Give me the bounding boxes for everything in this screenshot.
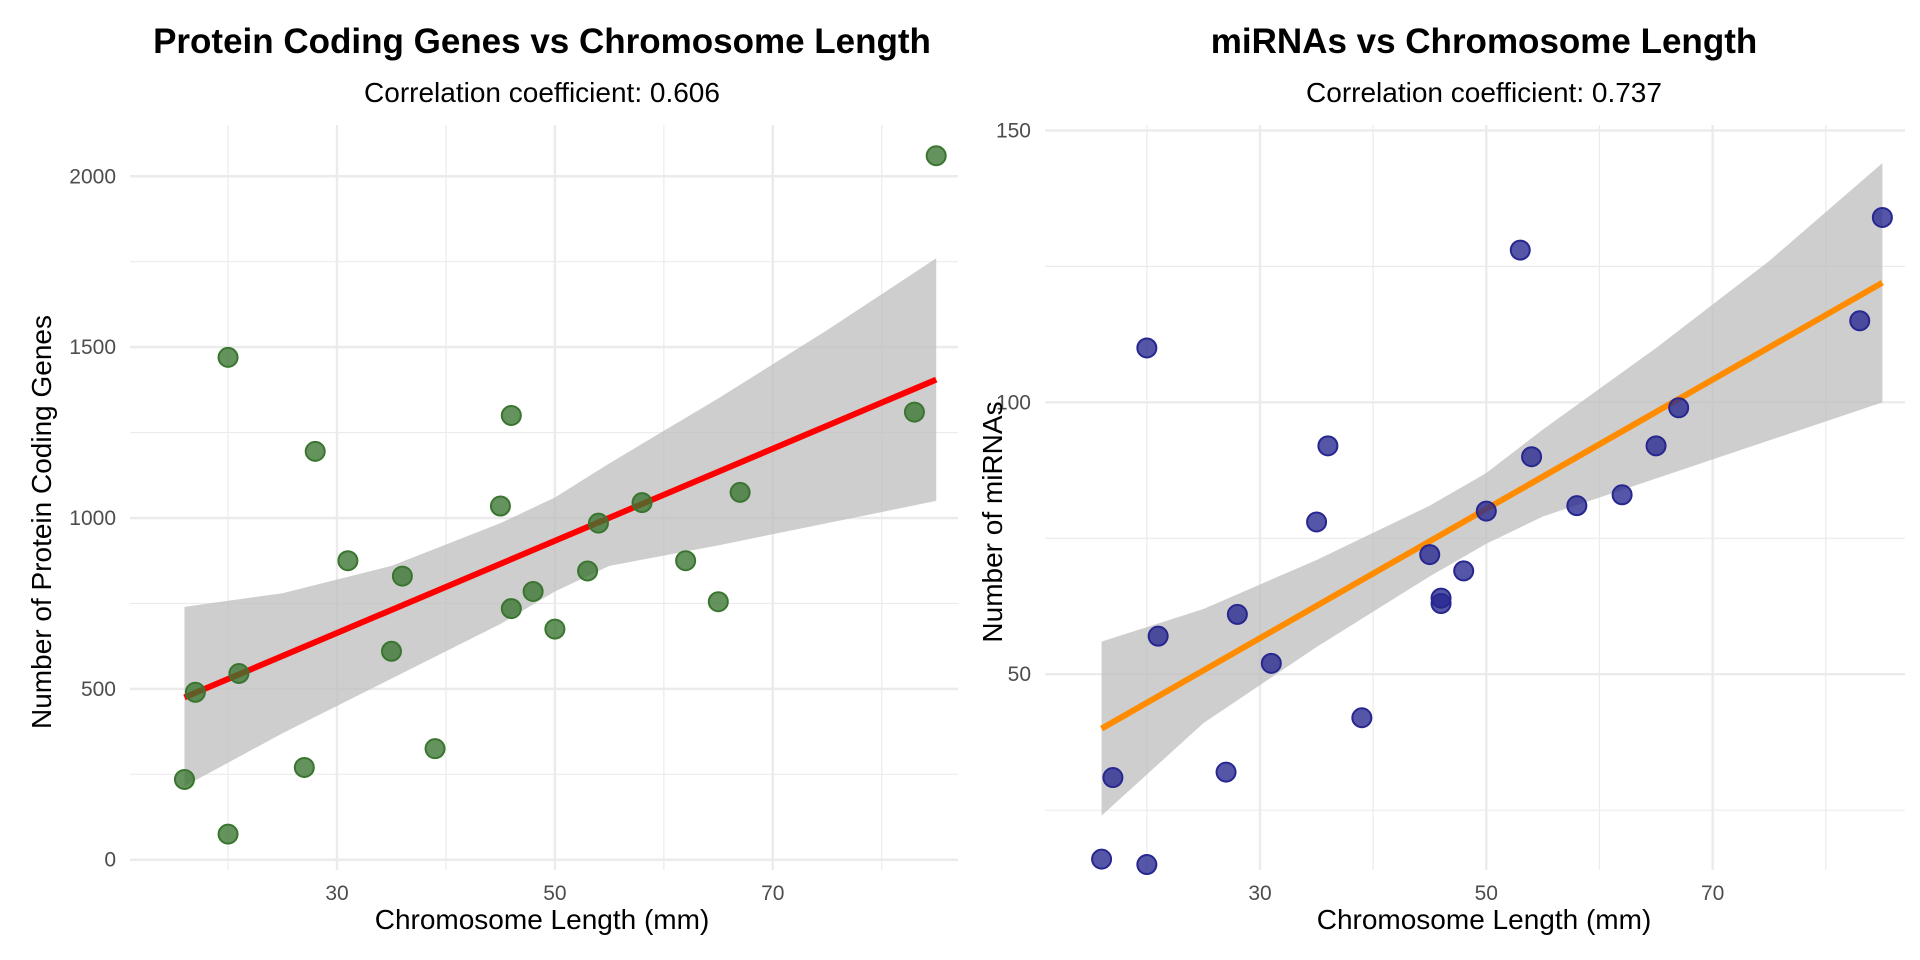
- data-point: [707, 591, 729, 613]
- data-point: [1475, 500, 1497, 522]
- data-point: [500, 404, 522, 426]
- x-tick-label: 70: [761, 882, 784, 905]
- data-point: [1317, 435, 1339, 457]
- data-point: [1226, 603, 1248, 625]
- confidence-band: [1101, 163, 1883, 816]
- data-point: [337, 550, 359, 572]
- data-point: [228, 662, 250, 684]
- chart-subtitle: Correlation coefficient: 0.737: [1306, 77, 1662, 108]
- chart-title: miRNAs vs Chromosome Length: [1211, 22, 1757, 61]
- data-point: [184, 681, 206, 703]
- data-point: [391, 565, 413, 587]
- y-tick-label: 1000: [69, 507, 116, 530]
- x-axis-label: Chromosome Length (mm): [1317, 904, 1652, 935]
- x-tick-label: 30: [325, 882, 348, 905]
- data-point: [522, 580, 544, 602]
- data-point: [577, 560, 599, 582]
- regression-line: [183, 376, 938, 701]
- x-axis-label: Chromosome Length (mm): [375, 904, 710, 935]
- y-tick-label: 500: [81, 678, 116, 701]
- x-tick-label: 70: [1701, 882, 1724, 905]
- confidence-band-area: [1101, 163, 1883, 816]
- data-point: [1136, 854, 1158, 876]
- data-point: [1351, 707, 1373, 729]
- data-point: [903, 401, 925, 423]
- data-point: [1509, 239, 1531, 261]
- confidence-band-area: [184, 258, 937, 787]
- data-point: [1849, 310, 1871, 332]
- data-point: [217, 823, 239, 845]
- x-tick-label: 50: [1475, 882, 1498, 905]
- data-point: [1136, 337, 1158, 359]
- data-point: [1260, 652, 1282, 674]
- data-point: [217, 346, 239, 368]
- data-point: [1102, 767, 1124, 789]
- data-point: [1668, 397, 1690, 419]
- data-point: [1645, 435, 1667, 457]
- data-point: [1521, 446, 1543, 468]
- data-points: [1091, 206, 1893, 876]
- x-tick-labels: 30 50 70: [1248, 882, 1724, 905]
- chart-panel-mirnas: miRNAs vs Chromosome Length Correlation …: [977, 22, 1905, 935]
- data-point: [1091, 848, 1113, 870]
- data-point: [1566, 495, 1588, 517]
- data-point: [1147, 625, 1169, 647]
- data-point: [1419, 544, 1441, 566]
- y-tick-labels: 0 500 1000 1500 2000: [69, 165, 116, 871]
- data-point: [1306, 511, 1328, 533]
- data-point: [293, 756, 315, 778]
- data-point: [304, 440, 326, 462]
- data-point: [380, 640, 402, 662]
- chart-subtitle: Correlation coefficient: 0.606: [364, 77, 720, 108]
- data-point: [424, 738, 446, 760]
- data-point: [500, 598, 522, 620]
- data-point: [173, 768, 195, 790]
- chart-title: Protein Coding Genes vs Chromosome Lengt…: [153, 22, 931, 61]
- data-point: [1611, 484, 1633, 506]
- y-tick-label: 50: [1008, 663, 1031, 686]
- data-point: [925, 145, 947, 167]
- y-tick-label: 0: [104, 849, 116, 872]
- confidence-band: [184, 258, 937, 787]
- data-point: [675, 550, 697, 572]
- y-tick-label: 100: [996, 391, 1031, 414]
- data-point: [587, 512, 609, 534]
- data-point: [544, 618, 566, 640]
- data-point: [631, 492, 653, 514]
- y-tick-label: 2000: [69, 165, 116, 188]
- data-points: [173, 145, 947, 845]
- y-tick-label: 150: [996, 119, 1031, 142]
- y-tick-labels: 50 100 150: [996, 119, 1031, 686]
- data-point: [1453, 560, 1475, 582]
- y-axis-label: Number of miRNAs: [977, 401, 1008, 642]
- chart-panel-protein-coding-genes: Protein Coding Genes vs Chromosome Lengt…: [26, 22, 958, 935]
- data-point: [1871, 206, 1893, 228]
- data-point: [489, 495, 511, 517]
- x-tick-labels: 30 50 70: [325, 882, 784, 905]
- x-tick-label: 30: [1248, 882, 1271, 905]
- data-point: [1215, 761, 1237, 783]
- y-tick-label: 1500: [69, 336, 116, 359]
- data-point: [729, 481, 751, 503]
- x-tick-label: 50: [543, 882, 566, 905]
- regression-line-path: [183, 376, 938, 701]
- data-point: [1430, 593, 1452, 615]
- y-axis-label: Number of Protein Coding Genes: [26, 315, 57, 729]
